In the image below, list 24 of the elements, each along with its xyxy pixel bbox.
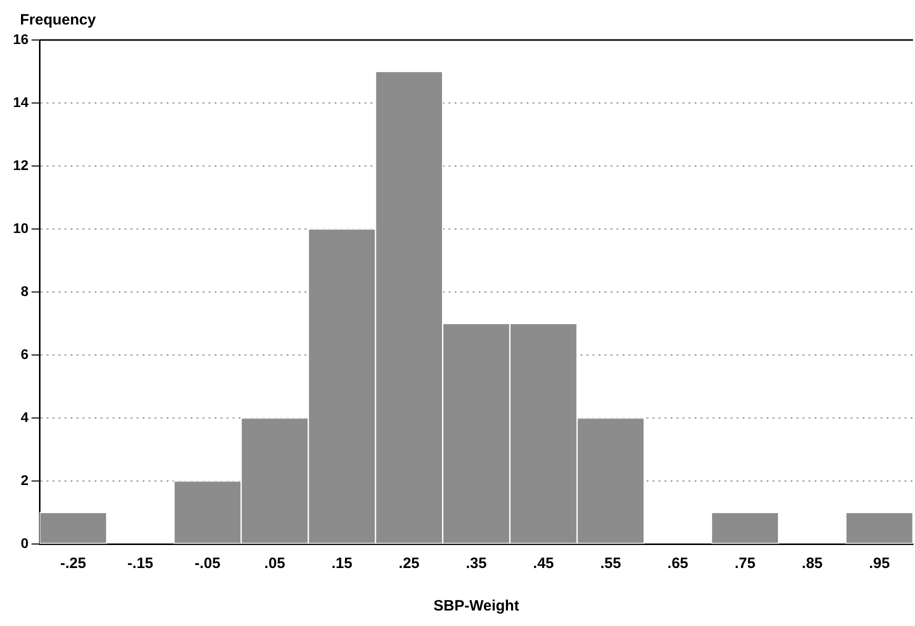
y-tick-label: 0 — [20, 534, 29, 551]
x-tick-label: .45 — [533, 555, 554, 572]
x-tick-label: -.05 — [194, 555, 220, 572]
x-tick-label: .05 — [264, 555, 286, 572]
y-tick-label: 10 — [12, 220, 29, 236]
x-tick-label: .65 — [667, 555, 688, 572]
x-tick-label: .75 — [734, 555, 756, 572]
x-tick-label: .25 — [398, 555, 420, 572]
y-tick-label: 12 — [12, 156, 29, 173]
y-tick-label: 16 — [12, 30, 29, 47]
y-tick-label: 14 — [12, 94, 29, 110]
y-tick-label: 6 — [20, 346, 29, 362]
x-tick-label: .35 — [466, 555, 487, 572]
x-tick-label: .15 — [331, 555, 352, 572]
x-tick-label: -.15 — [127, 555, 154, 572]
x-axis-title: SBP-Weight — [434, 598, 520, 615]
y-tick-label: 4 — [20, 408, 29, 425]
y-axis-title: Frequency — [20, 12, 97, 29]
x-tick-label: .85 — [802, 555, 823, 572]
x-tick-label: -.25 — [60, 555, 86, 572]
x-tick-label: .55 — [600, 555, 622, 572]
y-tick-label: 8 — [20, 282, 29, 299]
y-tick-label: 2 — [20, 472, 29, 488]
x-tick-label: .95 — [868, 555, 890, 572]
